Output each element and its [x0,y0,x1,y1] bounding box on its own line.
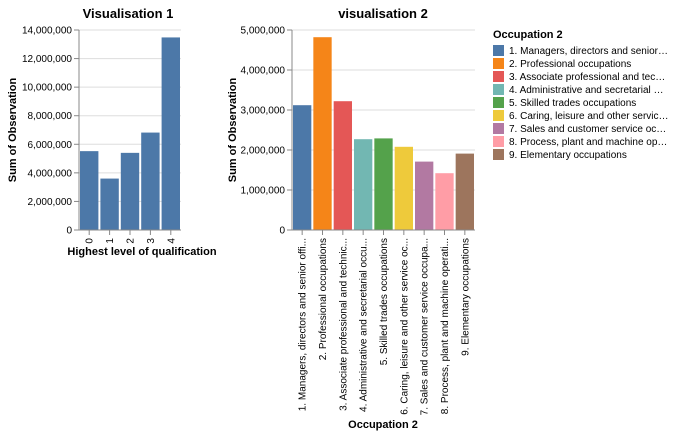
y-tick-label: 8,000,000 [28,111,73,122]
bar-6 [394,146,413,230]
bar-5 [161,37,180,230]
x-tick-label: 9. Elementary occupations [460,238,471,356]
chart2-bars [293,37,474,231]
x-tick-label: 0 [85,238,96,244]
y-tick-label: 0 [66,226,72,237]
bar-3 [333,101,352,230]
legend-label: 1. Managers, directors and senior… [509,46,668,57]
legend-swatch [493,149,504,160]
y-tick-label: 10,000,000 [22,83,72,94]
chart-visualisation-2: visualisation 2 0 1,000,000 2,000,000 3,000… [227,6,475,431]
chart1-bars [80,37,180,230]
y-tick-label: 2,000,000 [28,197,73,208]
x-tick-label: 1. Managers, directors and senior offi..… [298,238,309,411]
bar-3 [120,152,140,230]
x-tick-label: 2. Professional occupations [318,238,329,360]
chart2-x-axis: 1. Managers, directors and senior offi..… [292,229,475,415]
bar-1 [80,151,99,230]
legend-label: 9. Elementary occupations [509,150,627,161]
legend-label: 3. Associate professional and tec… [509,72,665,83]
x-tick-label: 3 [146,238,157,244]
bar-5 [374,138,393,230]
legend-swatch [493,136,504,147]
legend-label: 2. Professional occupations [509,59,631,70]
chart2-y-axis: 0 1,000,000 2,000,000 3,000,000 4,000,000 5,0… [241,26,293,237]
chart1-y-axis-title: Sum of Observation [7,77,19,182]
x-tick-label: 7. Sales and customer service occupa... [420,238,431,415]
y-tick-label: 14,000,000 [22,26,72,37]
chart2-y-axis-title: Sum of Observation [227,77,239,182]
x-tick-label: 4. Administrative and secretarial occu..… [359,238,370,412]
legend-swatch [493,71,504,82]
x-tick-label: 2 [126,238,137,244]
legend-label: 4. Administrative and secretarial … [509,85,664,96]
y-tick-label: 4,000,000 [28,168,73,179]
x-tick-label: 5. Skilled trades occupations [379,238,390,365]
legend-label: 5. Skilled trades occupations [509,98,636,109]
legend-label: 7. Sales and customer service oc… [509,124,666,135]
y-tick-label: 3,000,000 [241,106,286,117]
y-tick-label: 1,000,000 [241,186,286,197]
chart2-title: visualisation 2 [338,6,428,21]
bar-8 [435,173,454,230]
y-tick-label: 5,000,000 [241,26,286,37]
y-tick-label: 2,000,000 [241,146,286,157]
legend-label: 8. Process, plant and machine op… [509,137,667,148]
legend-items: 1. Managers, directors and senior… 2. Pro… [493,45,669,161]
y-tick-label: 0 [279,226,285,237]
bar-7 [415,161,434,230]
bar-4 [141,132,160,230]
chart-visualisation-1: Visualisation 1 0 2,000,000 4,000,000 6,000… [7,6,217,258]
x-tick-label: 3. Associate professional and technic... [338,238,349,411]
chart2-x-axis-title: Occupation 2 [348,419,418,431]
legend-title: Occupation 2 [493,29,563,41]
bar-9 [455,153,474,230]
x-tick-label: 4 [166,238,177,244]
x-tick-label: 8. Process, plant and machine operati... [440,238,451,414]
legend-swatch [493,97,504,108]
bar-2 [100,178,119,230]
chart1-x-axis-title: Highest level of qualification [67,246,216,258]
legend-swatch [493,123,504,134]
chart1-x-axis: 0 1 2 3 4 [79,229,181,244]
chart1-y-axis: 0 2,000,000 4,000,000 6,000,000 8,000,000 10,… [22,26,80,237]
legend-swatch [493,84,504,95]
bar-1 [293,105,312,230]
chart2-legend: Occupation 2 1. Managers, directors and … [493,29,669,161]
legend-label: 6. Caring, leisure and other servic… [509,111,669,122]
bar-4 [354,139,373,230]
x-tick-label: 1 [105,238,116,244]
legend-swatch [493,45,504,56]
y-tick-label: 12,000,000 [22,54,72,65]
chart1-title: Visualisation 1 [83,6,174,21]
x-tick-label: 6. Caring, leisure and other service oc.… [399,238,410,415]
legend-swatch [493,110,504,121]
legend-swatch [493,58,504,69]
y-tick-label: 6,000,000 [28,140,73,151]
bar-2 [313,37,332,231]
y-tick-label: 4,000,000 [241,66,286,77]
